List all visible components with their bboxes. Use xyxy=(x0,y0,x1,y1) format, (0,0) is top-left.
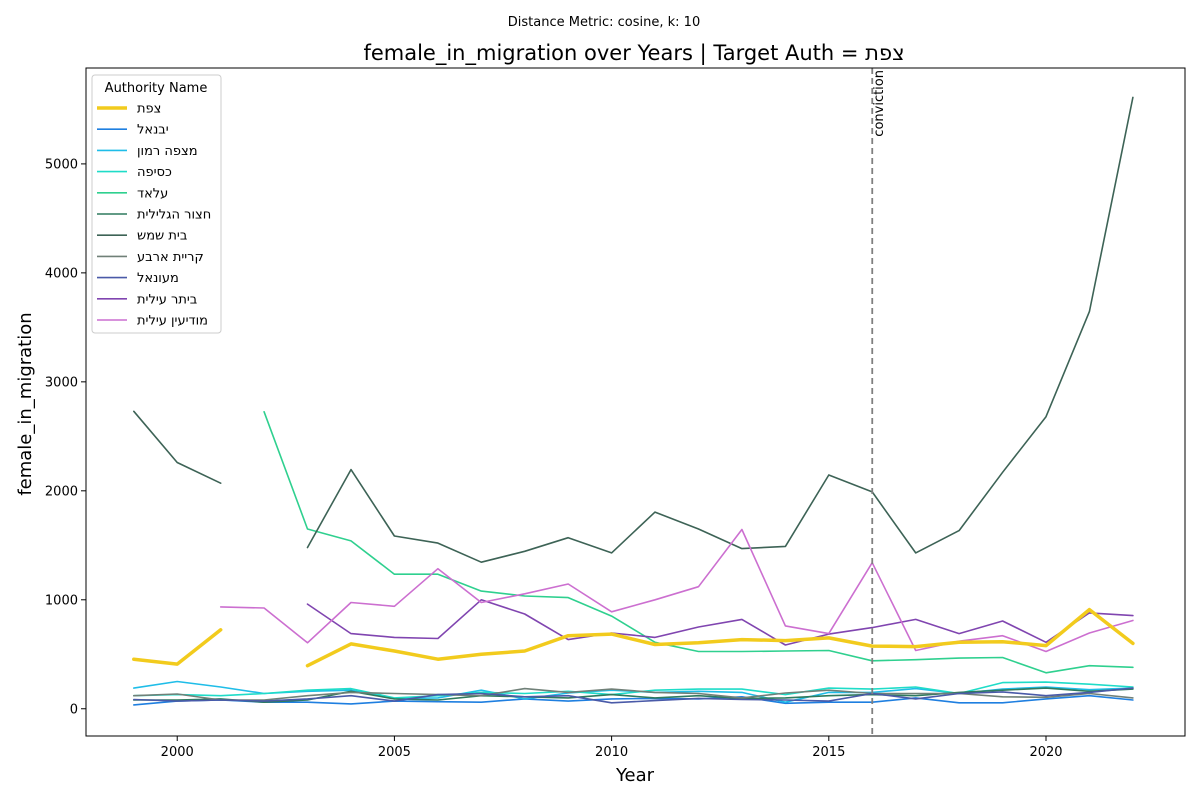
x-tick-label: 2015 xyxy=(812,745,845,760)
series-line xyxy=(132,607,1135,668)
y-axis-ticks: 0 1000 2000 3000 4000 5000 xyxy=(45,157,86,717)
legend-label: ביתר עילית xyxy=(137,292,197,307)
series-line xyxy=(133,694,1134,706)
plot-area xyxy=(86,68,1185,736)
y-tick-label: 1000 xyxy=(45,593,78,608)
legend-label: כסיפה xyxy=(137,165,172,180)
legend-label: יבנאל xyxy=(137,123,169,138)
series-line xyxy=(133,687,1134,703)
legend-label: קריית ארבע xyxy=(137,250,204,265)
series-line xyxy=(133,687,1134,701)
x-tick-label: 2010 xyxy=(595,745,628,760)
legend-title: Authority Name xyxy=(105,81,208,96)
legend-label: צפת xyxy=(137,102,161,117)
legend-label: מצפה רמון xyxy=(137,144,198,159)
legend-label: מודיעין עילית xyxy=(137,314,208,329)
x-tick-label: 2020 xyxy=(1029,745,1062,760)
y-axis-label: female_in_migration xyxy=(15,312,36,495)
x-tick-label: 2005 xyxy=(378,745,411,760)
conviction-label: conviction xyxy=(872,70,887,137)
y-tick-label: 3000 xyxy=(45,375,78,390)
series-line xyxy=(306,599,1134,646)
series-lines xyxy=(132,96,1135,706)
y-tick-label: 4000 xyxy=(45,266,78,281)
y-tick-label: 5000 xyxy=(45,157,78,172)
legend-items: צפת יבנאל מצפה רמון כסיפה עלאד חצור הגלילית בי… xyxy=(97,102,211,329)
legend-box xyxy=(91,74,222,334)
chart-suptitle: Distance Metric: cosine, k: 10 xyxy=(508,15,700,30)
legend-label: עלאד xyxy=(137,186,168,201)
series-line xyxy=(263,411,1134,674)
y-tick-label: 2000 xyxy=(45,484,78,499)
legend-label: בית שמש xyxy=(137,229,187,244)
legend: Authority Name צפת יבנאל מצפה רמון כסיפה עלא… xyxy=(91,74,222,334)
y-tick-label: 0 xyxy=(70,702,78,717)
legend-label: חצור הגלילית xyxy=(137,208,211,223)
plot-frame xyxy=(85,67,1186,737)
x-tick-label: 2000 xyxy=(161,745,194,760)
x-axis-ticks: 2000 2005 2010 2015 2020 xyxy=(161,736,1063,760)
conviction-marker: conviction xyxy=(871,68,887,736)
series-line xyxy=(219,528,1134,653)
x-axis-label: Year xyxy=(615,765,655,786)
series-line xyxy=(133,96,1134,563)
legend-label: מעונאל xyxy=(137,271,179,286)
chart-title: female_in_migration over Years | Target … xyxy=(363,41,904,66)
series-line xyxy=(133,687,1134,704)
